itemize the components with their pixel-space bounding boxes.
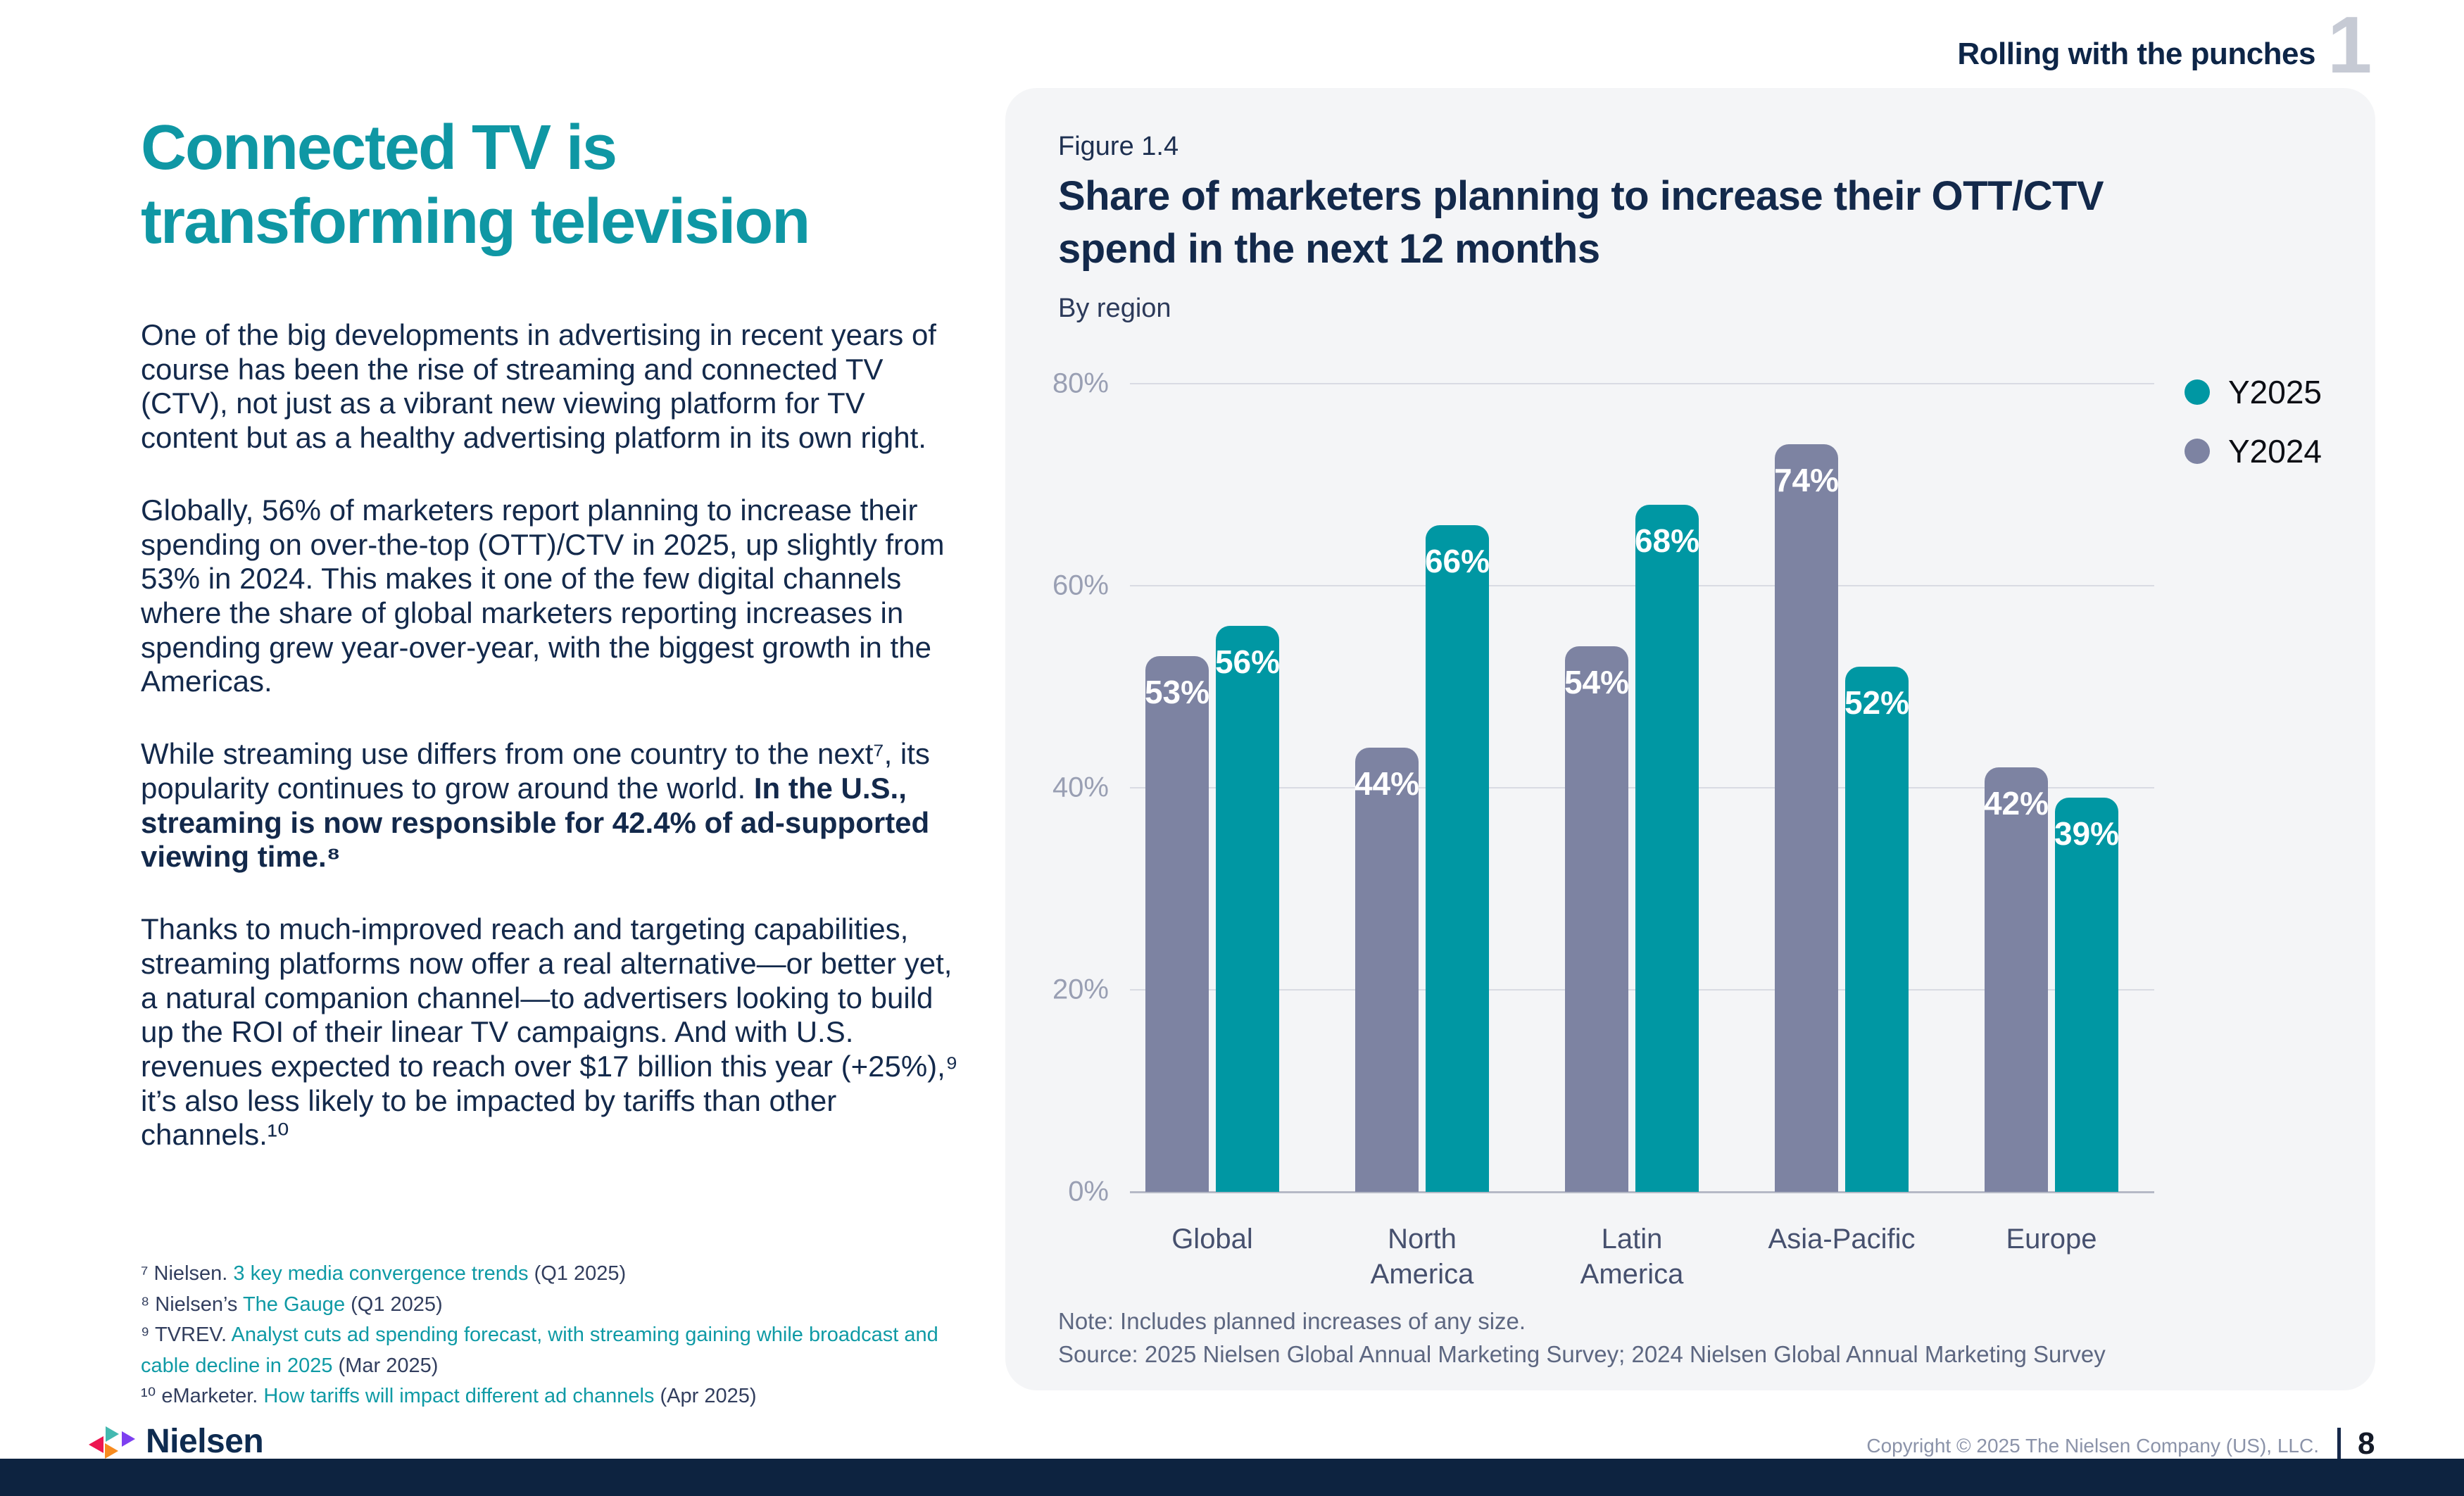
legend-item-y2024: Y2024	[2185, 432, 2322, 470]
page-number: 8	[2358, 1426, 2375, 1461]
footnote-9-source: ⁹ TVREV.	[141, 1324, 232, 1346]
paragraph-1: One of the big developments in advertisi…	[141, 318, 936, 455]
bar-value-y2025-north-america: 66%	[1424, 542, 1490, 579]
chart-legend: Y2025 Y2024	[2185, 373, 2322, 470]
bar-value-y2025-europe: 39%	[2054, 815, 2120, 853]
figure-note: Note: Includes planned increases of any …	[1058, 1308, 1526, 1334]
footnote-8-link[interactable]: The Gauge	[242, 1293, 346, 1316]
figure-subtitle: By region	[1058, 294, 1171, 323]
y-axis-tick-0-: 0%	[1068, 1176, 1109, 1207]
footnote-8-date: (Q1 2025)	[345, 1293, 443, 1316]
bar-y2025-europe: 39%	[2054, 798, 2120, 1192]
footnote-10-date: (Apr 2025)	[654, 1385, 757, 1407]
footer-divider	[2337, 1428, 2341, 1462]
paragraph-3-bold: In the U.S., streaming is now responsibl…	[141, 771, 930, 874]
footnote-10-link[interactable]: How tariffs will impact different ad cha…	[263, 1385, 655, 1407]
page-title-line-1: Connected TV is	[141, 113, 617, 183]
bar-y2025-north-america: 66%	[1424, 524, 1490, 1192]
bar-value-y2024-asia-pacific: 74%	[1773, 462, 1840, 499]
x-axis-label-europe: Europe	[2006, 1224, 2097, 1255]
figure-title: Share of marketers planning to increase …	[1058, 170, 2325, 276]
chart-plot: 80% 60% 40% 20% 0% 53% 56% Global 44% 66% North Am…	[1052, 368, 2154, 1290]
copyright-text: Copyright © 2025 The Nielsen Company (US…	[1866, 1435, 2319, 1457]
chapter-title: Rolling with the punches	[1957, 37, 2315, 71]
footnote-7-source: ⁷ Nielsen.	[141, 1262, 234, 1285]
article-body: One of the big developments in advertisi…	[141, 318, 968, 1190]
bar-y2025-global: 56%	[1214, 626, 1281, 1192]
gridline-80-	[1130, 383, 2154, 384]
x-axis-label-global: Global	[1171, 1224, 1253, 1255]
legend-dot-y2025-icon	[2185, 379, 2210, 405]
footnote-7: ⁷ Nielsen. 3 key media convergence trend…	[141, 1259, 979, 1290]
bar-group-north-america: 44% 66%	[1354, 384, 1490, 1192]
figure-source: Source: 2025 Nielsen Global Annual Marke…	[1058, 1341, 2106, 1367]
bar-group-latin-america: 54% 68%	[1564, 384, 1699, 1192]
figure-label: Figure 1.4	[1058, 132, 1179, 161]
footnote-8-source: ⁸ Nielsen’s	[141, 1293, 243, 1316]
bar-y2024-latin-america: 54%	[1564, 646, 1630, 1192]
bar-value-y2025-latin-america: 68%	[1634, 522, 1700, 560]
page-title-line-2: transforming television	[141, 187, 810, 258]
legend-label-y2025: Y2025	[2228, 374, 2322, 410]
footer-bar	[0, 1459, 2464, 1496]
footnote-9-date: (Mar 2025)	[332, 1354, 439, 1377]
bar-group-global: 53% 56%	[1145, 384, 1281, 1192]
paragraph-2: Globally, 56% of marketers report planni…	[141, 493, 945, 698]
bar-y2024-asia-pacific: 74%	[1773, 444, 1840, 1192]
bar-value-y2024-global: 53%	[1144, 674, 1210, 711]
legend-label-y2024: Y2024	[2228, 433, 2322, 470]
nielsen-logomark-icon	[89, 1426, 139, 1463]
y-axis-tick-80-: 80%	[1052, 367, 1109, 399]
footnote-7-link[interactable]: 3 key media convergence trends	[233, 1262, 529, 1285]
bar-value-y2025-asia-pacific: 52%	[1844, 684, 1910, 721]
footnote-10: ¹⁰ eMarketer. How tariffs will impact di…	[141, 1381, 979, 1412]
x-axis-label-asia-pacific: Asia-Pacific	[1768, 1224, 1916, 1255]
bar-value-y2025-global: 56%	[1214, 643, 1281, 681]
bar-y2024-north-america: 44%	[1354, 747, 1420, 1192]
bar-value-y2024-europe: 42%	[1983, 785, 2049, 822]
x-axis-label-north-america: North America	[1370, 1224, 1474, 1290]
triangle-right-orange-icon	[105, 1443, 118, 1459]
chapter-number: 1	[2327, 1, 2372, 90]
bar-y2024-global: 53%	[1145, 656, 1209, 1192]
triangle-right-teal-icon	[106, 1426, 119, 1442]
figure-title-line-1: Share of marketers planning to increase …	[1058, 173, 2104, 219]
footnote-10-source: ¹⁰ eMarketer.	[141, 1385, 264, 1407]
bar-y2024-europe: 42%	[1983, 767, 2049, 1192]
footnote-8: ⁸ Nielsen’s The Gauge (Q1 2025)	[141, 1290, 979, 1321]
footnote-9-link[interactable]: Analyst cuts ad spending forecast, with …	[141, 1324, 938, 1377]
legend-item-y2025: Y2025	[2185, 373, 2322, 411]
paragraph-4: Thanks to much-improved reach and target…	[141, 912, 958, 1152]
bar-y2025-asia-pacific: 52%	[1844, 666, 1910, 1192]
figure-card: Figure 1.4 Share of marketers planning t…	[1005, 88, 2375, 1390]
brand-logo: Nielsen	[89, 1423, 300, 1466]
legend-dot-y2024-icon	[2185, 439, 2210, 464]
footnote-7-date: (Q1 2025)	[528, 1262, 627, 1285]
footnote-9: ⁹ TVREV. Analyst cuts ad spending foreca…	[141, 1320, 979, 1381]
bar-y2025-latin-america: 68%	[1635, 505, 1699, 1192]
bar-group-europe: 42% 39%	[1983, 384, 2120, 1192]
y-axis-tick-60-: 60%	[1052, 570, 1109, 601]
triangle-right-purple-icon	[122, 1431, 135, 1447]
bar-group-asia-pacific: 74% 52%	[1773, 384, 1910, 1192]
x-axis-label-latin-america: Latin America	[1580, 1224, 1684, 1290]
triangle-left-crimson-icon	[89, 1436, 103, 1453]
paragraph-3: While streaming use differs from one cou…	[141, 737, 968, 874]
bar-value-y2024-north-america: 44%	[1354, 765, 1420, 802]
bar-value-y2024-latin-america: 54%	[1564, 664, 1630, 701]
paragraph-3-normal: While streaming use differs from one cou…	[141, 737, 930, 805]
gridline-0-	[1130, 1191, 2154, 1193]
footnotes: ⁷ Nielsen. 3 key media convergence trend…	[141, 1259, 979, 1412]
page-title: Connected TV is transforming television	[141, 111, 1056, 260]
figure-title-line-2: spend in the next 12 months	[1058, 226, 1600, 272]
y-axis-tick-20-: 20%	[1052, 974, 1109, 1005]
brand-wordmark: Nielsen	[146, 1423, 264, 1460]
y-axis-tick-40-: 40%	[1052, 772, 1109, 803]
